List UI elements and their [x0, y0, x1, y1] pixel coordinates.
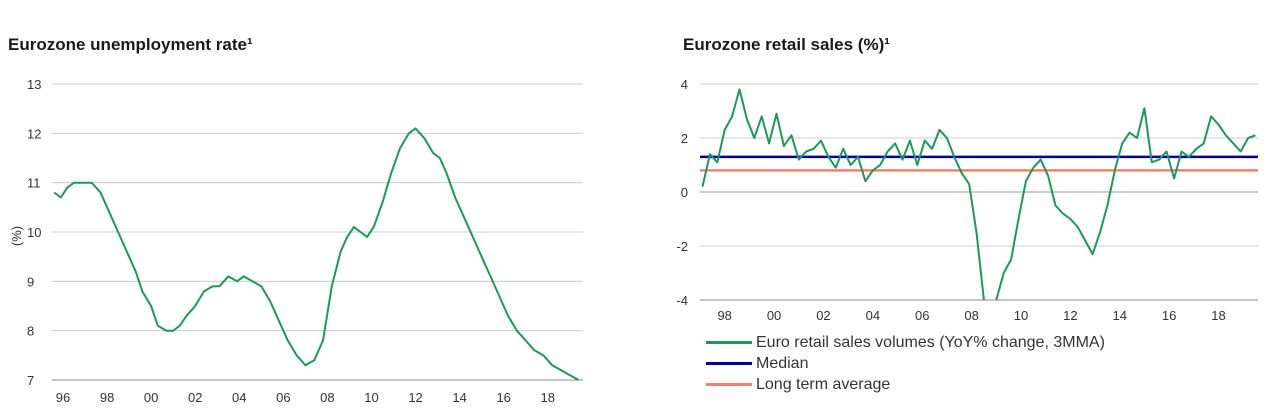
x-tick-label: 96 [56, 390, 70, 405]
left-chart-title: Eurozone unemployment rate¹ [8, 35, 253, 54]
y-tick-label: 0 [681, 185, 688, 200]
retail-sales-chart: 4 2 0 -2 -4 98 00 02 04 06 08 10 12 14 16 18 [676, 77, 1258, 323]
y-tick-label: 8 [27, 324, 34, 339]
x-tick-label: 02 [188, 390, 202, 405]
x-tick-label: 04 [866, 308, 880, 323]
y-tick-label: 10 [27, 225, 41, 240]
unemployment-chart: 7 8 9 10 11 12 13 96 98 00 02 04 06 08 10 12 14 16 18 (%) [9, 77, 583, 405]
left-chart-y-axis-label: (%) [9, 226, 24, 246]
legend-item-median: Median [706, 353, 1105, 374]
x-tick-label: 10 [1014, 308, 1028, 323]
x-tick-label: 98 [100, 390, 114, 405]
x-tick-label: 18 [541, 390, 555, 405]
y-tick-label: -2 [676, 239, 688, 254]
legend-label-long-term-average: Long term average [756, 375, 891, 393]
y-tick-label: 13 [27, 77, 41, 92]
legend-swatch-median [706, 362, 752, 365]
x-tick-label: 12 [1063, 308, 1077, 323]
x-tick-label: 16 [1162, 308, 1176, 323]
legend-label-series: Euro retail sales volumes (YoY% change, … [756, 333, 1105, 351]
right-chart-legend: Euro retail sales volumes (YoY% change, … [706, 332, 1105, 395]
x-tick-label: 16 [496, 390, 510, 405]
y-tick-label: 11 [27, 176, 41, 191]
right-chart-title: Eurozone retail sales (%)¹ [683, 35, 890, 54]
x-tick-label: 06 [915, 308, 929, 323]
x-tick-label: 12 [408, 390, 422, 405]
retail-sales-series-line [701, 88, 1256, 300]
x-tick-label: 04 [232, 390, 246, 405]
x-tick-label: 14 [1113, 308, 1127, 323]
x-tick-label: 00 [767, 308, 781, 323]
x-tick-label: 02 [816, 308, 830, 323]
legend-swatch-long-term-average [706, 383, 752, 386]
x-tick-label: 00 [144, 390, 158, 405]
x-tick-label: 98 [717, 308, 731, 323]
x-tick-label: 06 [276, 390, 290, 405]
y-tick-label: -4 [676, 293, 688, 308]
y-tick-label: 7 [27, 373, 34, 388]
unemployment-series-line [53, 127, 580, 380]
y-tick-label: 12 [27, 126, 41, 141]
y-tick-label: 9 [27, 274, 34, 289]
legend-item-long-term-average: Long term average [706, 374, 1105, 395]
x-tick-label: 18 [1211, 308, 1225, 323]
y-tick-label: 2 [681, 131, 688, 146]
x-tick-label: 10 [364, 390, 378, 405]
x-tick-label: 14 [452, 390, 466, 405]
x-tick-label: 08 [964, 308, 978, 323]
legend-item-series: Euro retail sales volumes (YoY% change, … [706, 332, 1105, 353]
legend-label-median: Median [756, 354, 809, 372]
x-tick-label: 08 [320, 390, 334, 405]
legend-swatch-series [706, 341, 752, 344]
y-tick-label: 4 [681, 77, 688, 92]
